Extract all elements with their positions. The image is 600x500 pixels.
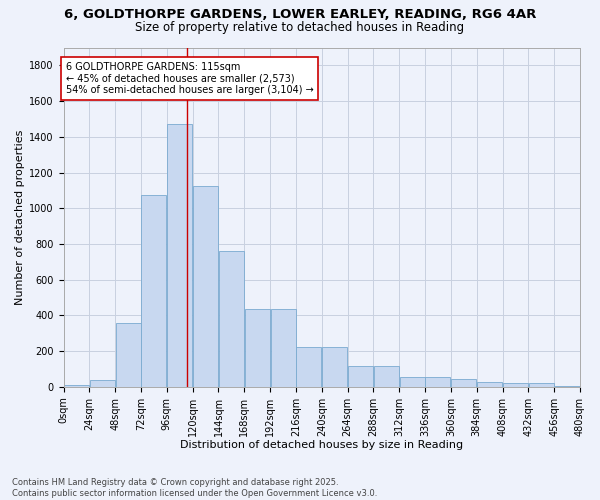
Text: Contains HM Land Registry data © Crown copyright and database right 2025.
Contai: Contains HM Land Registry data © Crown c… (12, 478, 377, 498)
Bar (193, 186, 218, 387)
X-axis label: Distribution of detached houses by size in Reading: Distribution of detached houses by size … (180, 440, 463, 450)
Bar (322, 346, 347, 387)
Bar (64, 385, 89, 387)
Bar (219, 251, 244, 387)
Text: Size of property relative to detached houses in Reading: Size of property relative to detached ho… (136, 21, 464, 34)
Text: 6 GOLDTHORPE GARDENS: 115sqm
← 45% of detached houses are smaller (2,573)
54% of: 6 GOLDTHORPE GARDENS: 115sqm ← 45% of de… (65, 62, 313, 95)
Bar (296, 346, 322, 387)
Bar (451, 379, 476, 387)
Bar (271, 309, 296, 387)
Bar (529, 384, 554, 387)
Y-axis label: Number of detached properties: Number of detached properties (15, 130, 25, 305)
Text: 6, GOLDTHORPE GARDENS, LOWER EARLEY, READING, RG6 4AR: 6, GOLDTHORPE GARDENS, LOWER EARLEY, REA… (64, 8, 536, 20)
Bar (116, 322, 140, 387)
Bar (503, 384, 528, 387)
Bar (142, 195, 166, 387)
Bar (167, 124, 192, 387)
Bar (554, 386, 580, 387)
Bar (374, 366, 399, 387)
Bar (348, 366, 373, 387)
Bar (245, 309, 269, 387)
Bar (400, 377, 425, 387)
Bar (477, 382, 502, 387)
Bar (425, 377, 451, 387)
Bar (90, 380, 115, 387)
